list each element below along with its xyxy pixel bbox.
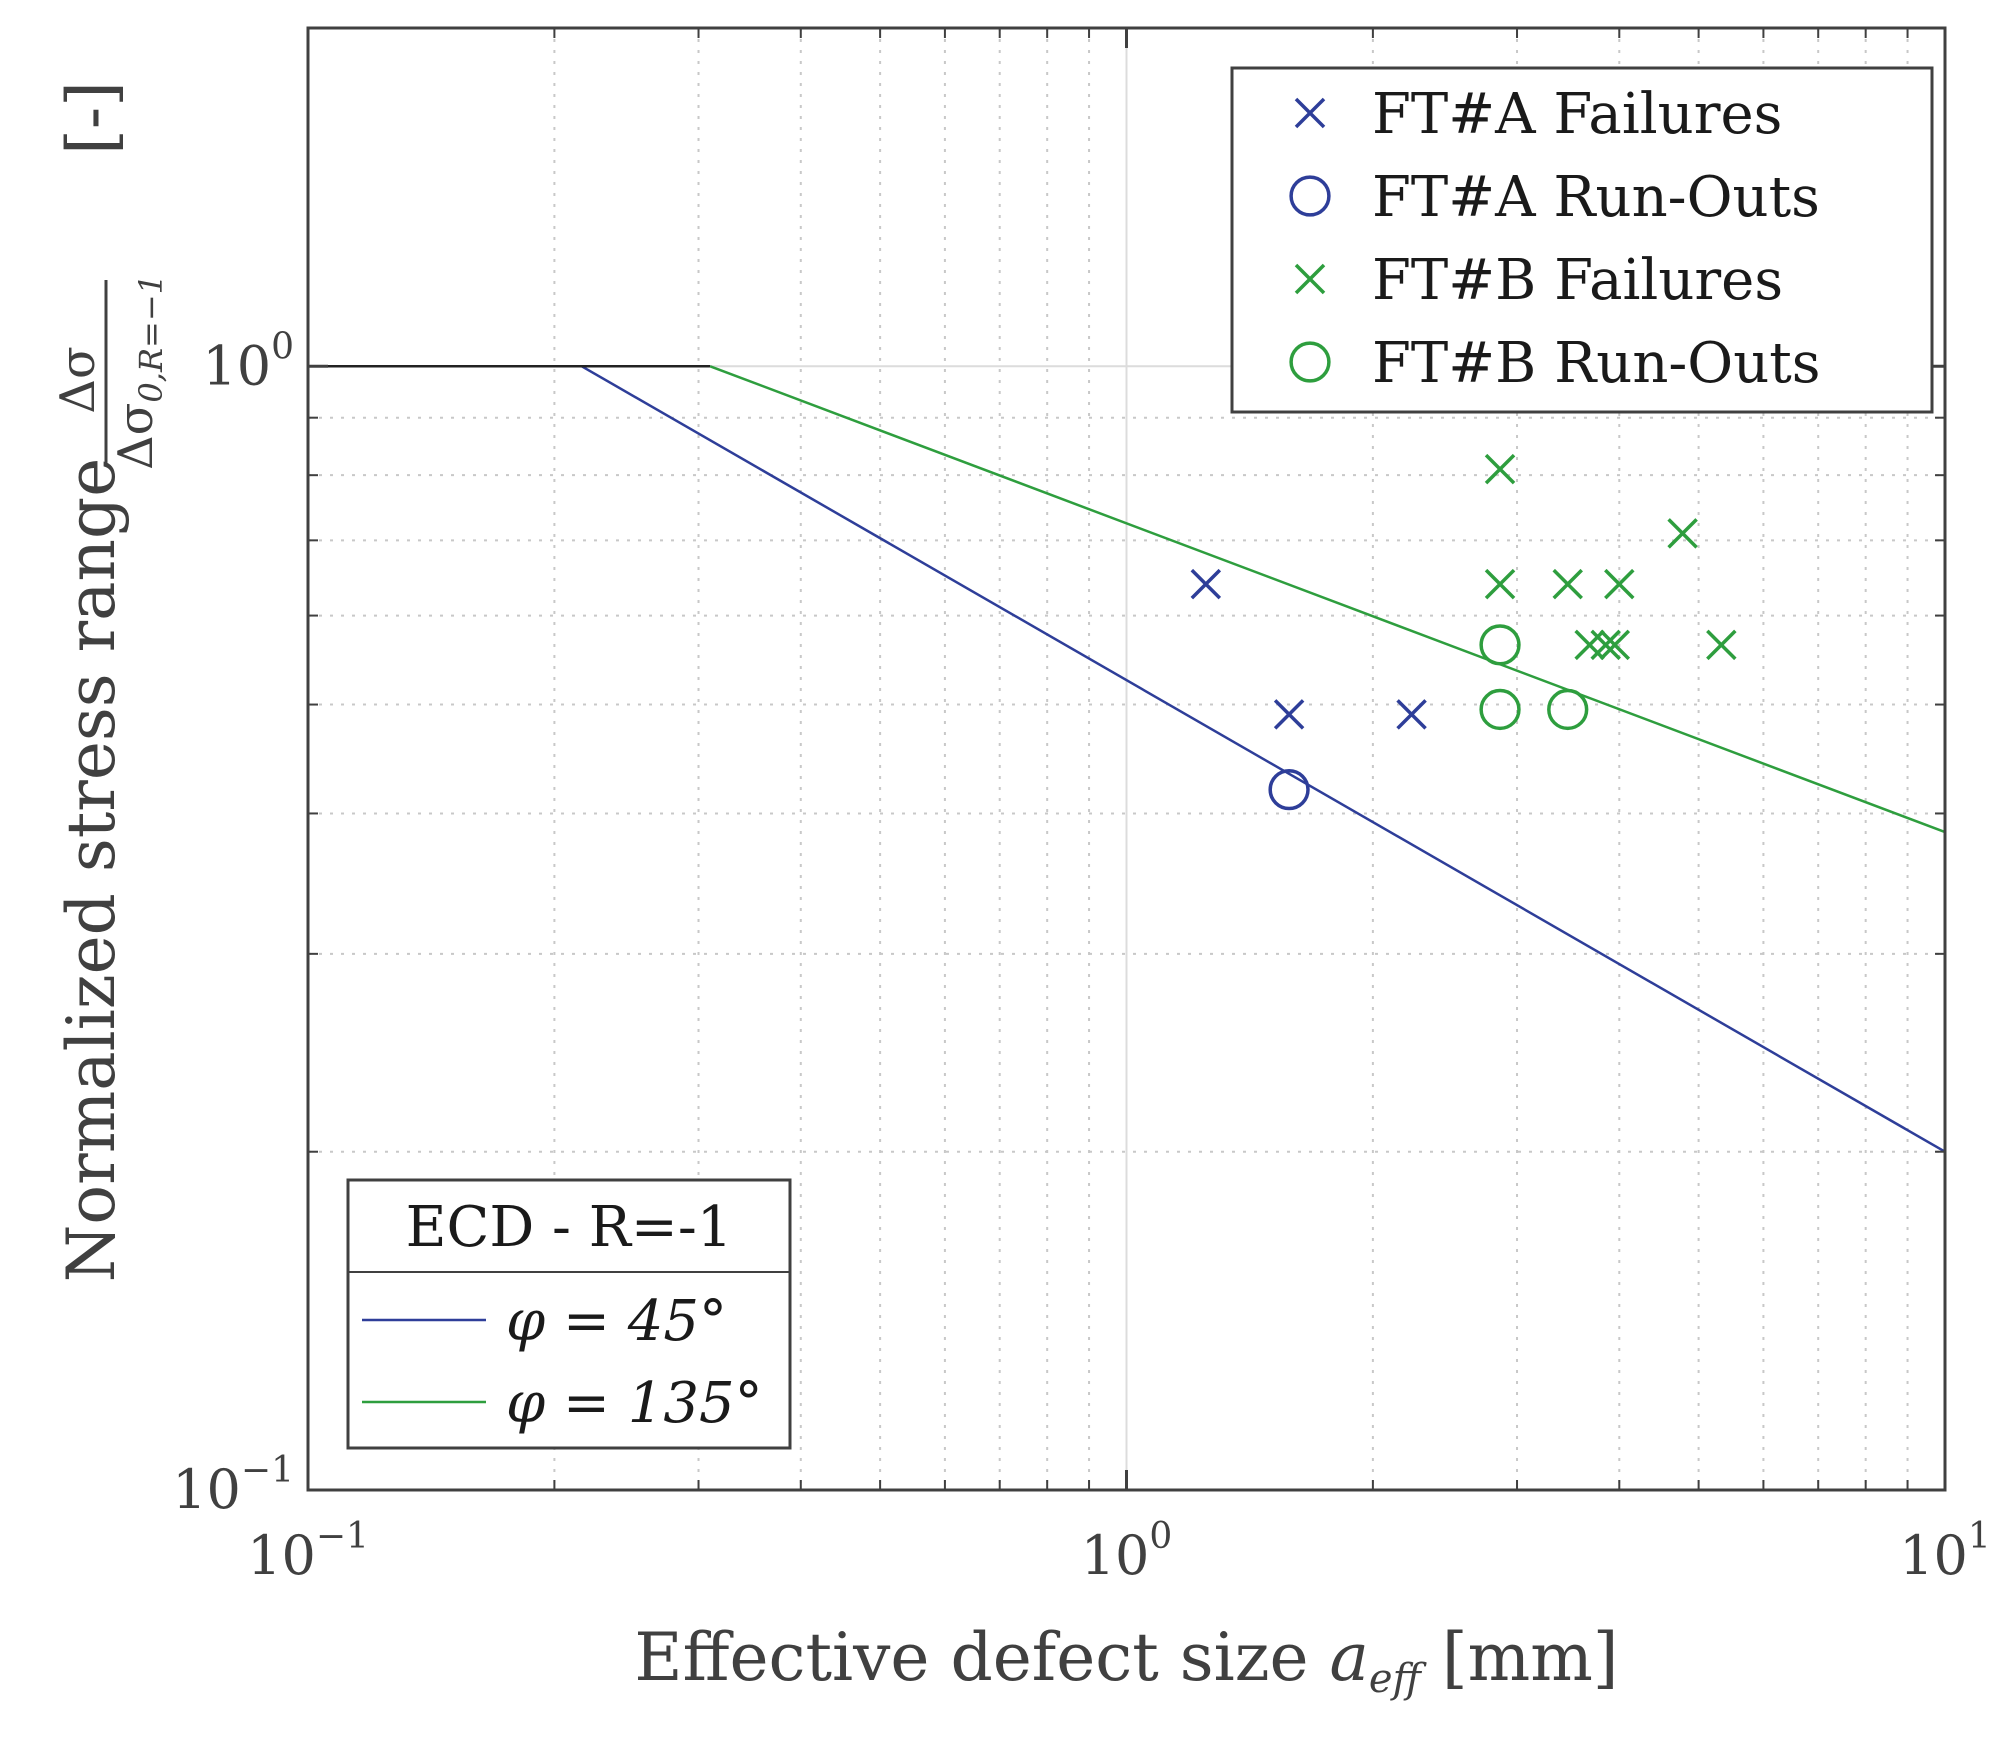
legend-entry-label: FT#A Run-Outs — [1372, 165, 1820, 230]
x-axis-label: Effective defect size aeff [mm] — [634, 1619, 1618, 1702]
y-tick-label: 100 — [202, 326, 294, 397]
failure-marker-stroke-b — [1190, 568, 1222, 600]
model-line-2 — [709, 365, 1946, 834]
failure-marker — [1273, 699, 1305, 730]
failure-marker-stroke-b — [1552, 568, 1583, 600]
failure-marker-stroke-b — [1484, 568, 1516, 600]
failure-marker-stroke-b — [1574, 629, 1605, 661]
failure-marker-stroke-b — [1396, 699, 1427, 730]
x-tick-label: 10−1 — [247, 1516, 369, 1587]
model-lines — [308, 365, 1946, 1153]
failure-marker — [1599, 629, 1631, 661]
runout-marker — [1479, 688, 1521, 731]
failure-marker — [1190, 568, 1222, 600]
legend-entry-label: FT#B Failures — [1372, 248, 1783, 313]
y-axis-label-unit: [-] — [53, 81, 130, 155]
legend2-entry-label: φ = 135° — [506, 1371, 763, 1436]
y-tick-label: 10−1 — [172, 1450, 294, 1521]
legend-entry-label: FT#B Run-Outs — [1372, 331, 1821, 396]
failure-marker-stroke-b — [1590, 629, 1621, 661]
failure-marker — [1552, 568, 1583, 600]
tick-marks — [306, 27, 1947, 1492]
failure-marker — [1396, 699, 1427, 730]
y-axis-label-numerator: Δσ — [50, 346, 106, 413]
failure-marker-stroke-b — [1604, 568, 1635, 600]
legend-marker — [1289, 341, 1331, 383]
legend-box — [1230, 66, 1934, 414]
legend2-entry-label: φ = 45° — [506, 1289, 727, 1354]
failure-marker-stroke-b — [1706, 629, 1737, 661]
runout-marker — [1479, 624, 1521, 666]
legend-marker — [1294, 97, 1326, 129]
legend-marker-stroke-b — [1294, 97, 1326, 129]
runout-marker — [1268, 768, 1310, 811]
tick-labels: 10−1 100 101 10−1 100 — [172, 326, 1991, 1587]
x-tick-label: 100 — [1081, 1516, 1173, 1587]
runout-marker — [1547, 688, 1589, 731]
legend-entry-label: FT#A Failures — [1372, 82, 1782, 147]
y-axis-label: Normalized stress range Δσ Δσ0,R=−1 [-] — [50, 81, 170, 1282]
x-tick-label: 101 — [1899, 1516, 1991, 1587]
data-points — [1190, 453, 1737, 811]
legend2-title: ECD - R=-1 — [406, 1195, 733, 1260]
failure-marker — [1667, 518, 1698, 549]
y-axis-label-main: Normalized stress range — [53, 458, 130, 1283]
failure-marker — [1590, 629, 1621, 661]
failure-marker-stroke-b — [1599, 629, 1631, 661]
y-axis-label-denominator: Δσ0,R=−1 — [108, 274, 170, 470]
failure-marker — [1574, 629, 1605, 661]
legend-marker-stroke-b — [1294, 263, 1326, 295]
failure-marker — [1484, 568, 1516, 600]
failure-marker-stroke-b — [1667, 518, 1698, 549]
failure-marker — [1706, 629, 1737, 661]
failure-marker-stroke-b — [1273, 699, 1305, 730]
legend-marker — [1289, 175, 1331, 217]
failure-marker — [1604, 568, 1635, 600]
legend-top-right: FT#A Failures FT#A Run-Outs FT#B Failures F… — [1230, 66, 1934, 414]
legend-bottom-left: ECD - R=-1 φ = 45° φ = 135° — [346, 1178, 792, 1450]
failure-marker-stroke-b — [1484, 453, 1516, 485]
legend2-box — [346, 1178, 792, 1450]
model-line-1 — [581, 365, 1946, 1153]
legend-marker — [1294, 263, 1326, 295]
failure-marker — [1484, 453, 1516, 485]
